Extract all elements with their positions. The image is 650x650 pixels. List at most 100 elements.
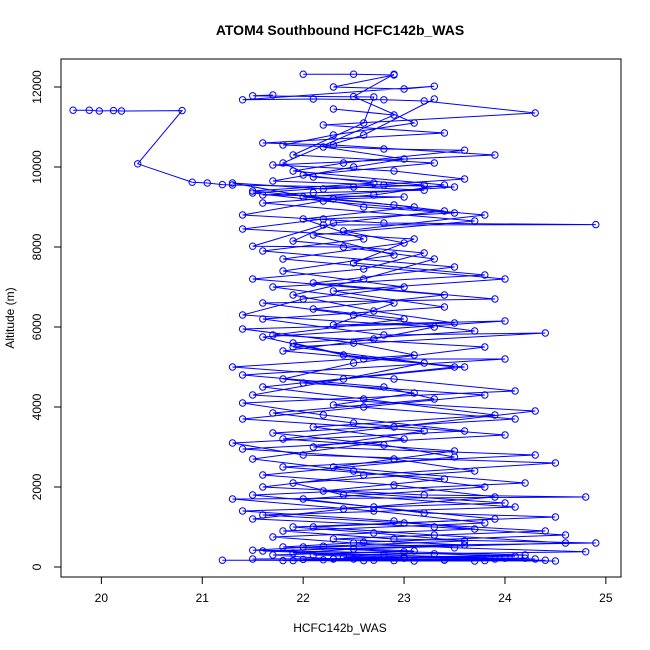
data-point	[400, 283, 408, 291]
data-point	[329, 554, 338, 563]
data-point	[299, 495, 307, 503]
data-point	[339, 505, 348, 513]
data-point	[279, 463, 287, 471]
data-point	[319, 542, 327, 550]
data-point	[259, 247, 267, 255]
data-point	[450, 363, 459, 371]
data-point	[109, 106, 118, 115]
y-tick-label: 10000	[30, 150, 44, 184]
x-tick-label: 20	[95, 591, 109, 605]
data-point	[420, 249, 428, 257]
data-point	[400, 435, 408, 443]
data-point	[551, 513, 560, 521]
data-point	[430, 95, 438, 103]
data-point	[460, 427, 469, 435]
data-point	[259, 299, 267, 307]
data-point	[238, 445, 247, 453]
data-point	[329, 83, 338, 91]
data-point	[69, 106, 77, 114]
data-point	[360, 395, 368, 403]
data-point	[289, 556, 297, 565]
data-point	[390, 375, 398, 383]
data-point	[440, 207, 449, 215]
chart-title: ATOM4 Southbound HCFC142b_WAS	[216, 22, 464, 38]
y-tick-label: 12000	[30, 70, 44, 104]
data-point	[289, 523, 297, 531]
data-point	[279, 267, 287, 275]
data-point	[471, 217, 479, 225]
data-point	[249, 515, 257, 523]
data-point	[319, 185, 327, 193]
x-tick-label: 21	[196, 591, 210, 605]
data-point	[380, 145, 388, 153]
data-point	[561, 531, 570, 539]
data-point	[400, 548, 408, 556]
data-point	[178, 106, 186, 115]
data-point	[238, 211, 247, 219]
data-point	[390, 251, 398, 259]
data-point	[370, 529, 378, 537]
series-line	[242, 94, 546, 562]
data-point	[269, 177, 277, 185]
series-layer	[69, 70, 600, 565]
data-point	[400, 85, 408, 93]
data-point	[450, 209, 459, 217]
y-axis: 0 2000 4000 6000 8000 10000 12000	[30, 70, 62, 570]
data-point	[410, 119, 418, 127]
data-point	[511, 387, 519, 395]
data-point	[279, 255, 287, 263]
data-point	[531, 407, 539, 415]
x-tick-label: 25	[599, 591, 613, 605]
data-point	[360, 203, 368, 211]
data-point	[269, 91, 277, 99]
data-point	[339, 491, 348, 499]
data-point	[309, 523, 317, 531]
data-point	[259, 333, 267, 341]
x-tick-label: 24	[498, 591, 512, 605]
data-point	[450, 319, 459, 327]
data-point	[279, 435, 287, 443]
data-point	[360, 538, 368, 546]
data-point	[440, 129, 449, 137]
data-point	[249, 491, 257, 499]
data-point	[259, 547, 267, 555]
data-point	[390, 70, 398, 78]
data-point	[511, 552, 519, 560]
data-point	[319, 215, 327, 223]
data-point	[339, 351, 348, 359]
data-point	[299, 193, 307, 201]
data-point	[481, 556, 489, 565]
data-point	[501, 355, 509, 363]
data-point	[380, 96, 388, 104]
data-point	[349, 467, 358, 475]
data-point	[511, 415, 519, 423]
y-tick-label: 6000	[30, 313, 44, 340]
series-6	[249, 95, 570, 565]
data-point	[319, 411, 327, 419]
data-point	[531, 109, 539, 117]
data-point	[299, 555, 307, 564]
data-point	[228, 179, 237, 187]
x-axis-label: HCFC142b_WAS	[293, 621, 387, 635]
data-point	[400, 315, 408, 323]
data-point	[228, 495, 237, 503]
data-point	[370, 93, 378, 101]
data-point	[117, 107, 126, 115]
data-point	[218, 556, 227, 564]
data-point	[440, 181, 449, 189]
data-point	[380, 331, 388, 339]
data-point	[471, 557, 479, 565]
series-line	[242, 73, 586, 562]
y-tick-label: 2000	[30, 473, 44, 500]
data-point	[259, 483, 267, 491]
data-point	[228, 363, 237, 371]
data-point	[269, 283, 277, 291]
data-point	[299, 215, 307, 223]
data-point	[299, 295, 307, 303]
data-point	[279, 375, 287, 383]
data-point	[238, 311, 247, 319]
data-point	[339, 159, 348, 167]
data-point	[501, 499, 509, 507]
data-point	[390, 111, 398, 119]
data-point	[592, 539, 600, 547]
